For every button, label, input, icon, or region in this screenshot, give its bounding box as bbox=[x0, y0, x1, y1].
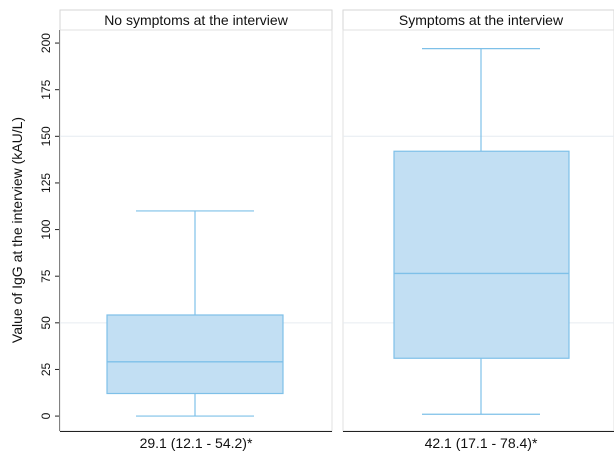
panel-title: Symptoms at the interview bbox=[399, 12, 564, 28]
y-tick-label: 25 bbox=[39, 362, 53, 376]
y-tick-label: 100 bbox=[39, 219, 53, 239]
y-tick-label: 150 bbox=[39, 126, 53, 146]
panel-symptoms: Symptoms at the interview 42.1 (17.1 - 7… bbox=[342, 9, 614, 451]
iqr-box bbox=[106, 314, 284, 395]
y-tick-label: 50 bbox=[39, 316, 53, 330]
y-tick-label: 75 bbox=[39, 269, 53, 283]
y-tick-label: 0 bbox=[39, 412, 53, 419]
iqr-box bbox=[393, 150, 570, 359]
y-axis: 0 25 50 75 100 125 150 175 200 bbox=[39, 30, 60, 431]
panel-footer: 29.1 (12.1 - 54.2)* bbox=[140, 435, 253, 451]
boxplot-no-symptoms bbox=[106, 210, 284, 417]
panel-footer: 42.1 (17.1 - 78.4)* bbox=[425, 435, 538, 451]
y-tick-label: 200 bbox=[39, 33, 53, 53]
boxplot-symptoms bbox=[393, 48, 570, 415]
panel-no-symptoms: No symptoms at the interview 29.1 (12.1 … bbox=[59, 9, 333, 451]
y-axis-label: Value of IgG at the interview (kAU/L) bbox=[9, 117, 25, 343]
y-tick-label: 175 bbox=[39, 79, 53, 99]
panel-title: No symptoms at the interview bbox=[104, 12, 289, 28]
y-tick-label: 125 bbox=[39, 173, 53, 193]
